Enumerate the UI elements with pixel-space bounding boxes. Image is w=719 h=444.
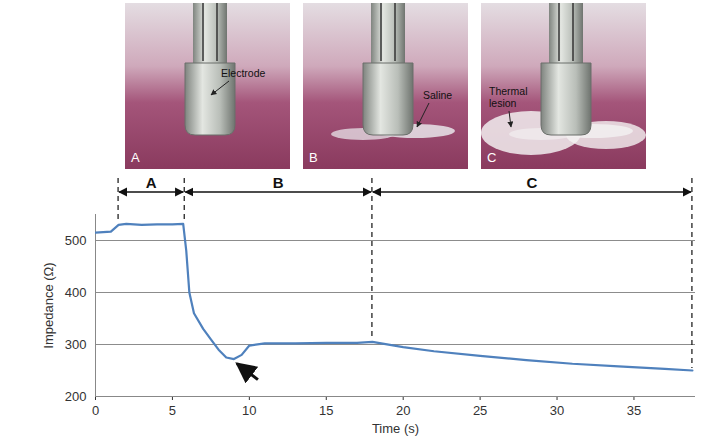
svg-text:Impedance (Ω): Impedance (Ω) (41, 262, 56, 348)
svg-text:Thermallesion: Thermallesion (489, 85, 528, 109)
svg-text:C: C (527, 174, 538, 191)
svg-text:500: 500 (65, 233, 87, 248)
svg-text:A: A (146, 174, 157, 191)
svg-text:30: 30 (550, 403, 564, 418)
svg-text:200: 200 (65, 389, 87, 404)
svg-text:Saline: Saline (423, 89, 452, 101)
svg-text:20: 20 (396, 403, 410, 418)
svg-text:25: 25 (473, 403, 487, 418)
svg-text:300: 300 (65, 337, 87, 352)
svg-text:5: 5 (169, 403, 176, 418)
svg-text:A: A (131, 150, 140, 165)
svg-text:10: 10 (242, 403, 256, 418)
svg-text:B: B (273, 174, 284, 191)
svg-text:Electrode: Electrode (221, 67, 266, 79)
svg-text:0: 0 (92, 403, 99, 418)
svg-text:B: B (309, 150, 318, 165)
svg-text:15: 15 (319, 403, 333, 418)
svg-text:400: 400 (65, 285, 87, 300)
svg-text:C: C (487, 150, 496, 165)
svg-text:Time (s): Time (s) (372, 421, 419, 436)
svg-text:35: 35 (627, 403, 641, 418)
